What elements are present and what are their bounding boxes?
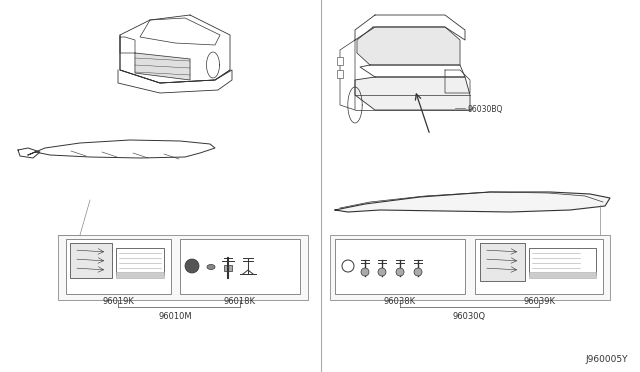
Bar (480, 243, 525, 281)
Text: 96039K: 96039K (523, 297, 555, 306)
Circle shape (396, 268, 404, 276)
Bar (116, 248, 164, 275)
Text: 96010M: 96010M (158, 312, 192, 321)
Text: 96018K: 96018K (224, 297, 256, 306)
Bar (116, 272, 164, 278)
Polygon shape (355, 77, 470, 110)
Circle shape (414, 268, 422, 276)
Bar (66, 239, 171, 294)
Text: 96030BQ: 96030BQ (468, 105, 504, 114)
Text: 96019K: 96019K (102, 297, 134, 306)
Circle shape (185, 259, 199, 273)
Bar (70, 243, 112, 278)
Bar (337, 57, 343, 65)
Bar (330, 235, 610, 300)
Bar (529, 248, 596, 275)
Circle shape (361, 268, 369, 276)
Text: 96038K: 96038K (384, 297, 416, 306)
Bar (337, 70, 343, 78)
Polygon shape (335, 192, 610, 212)
Bar (475, 239, 603, 294)
Text: 96030Q: 96030Q (452, 312, 486, 321)
Bar (335, 239, 465, 294)
Bar (58, 235, 308, 300)
Circle shape (342, 260, 354, 272)
Bar (529, 272, 596, 278)
Polygon shape (135, 53, 190, 80)
Bar (180, 239, 300, 294)
Circle shape (378, 268, 386, 276)
Ellipse shape (207, 264, 215, 269)
Text: J960005Y: J960005Y (586, 355, 628, 364)
Polygon shape (357, 27, 460, 65)
Bar (224, 265, 232, 271)
